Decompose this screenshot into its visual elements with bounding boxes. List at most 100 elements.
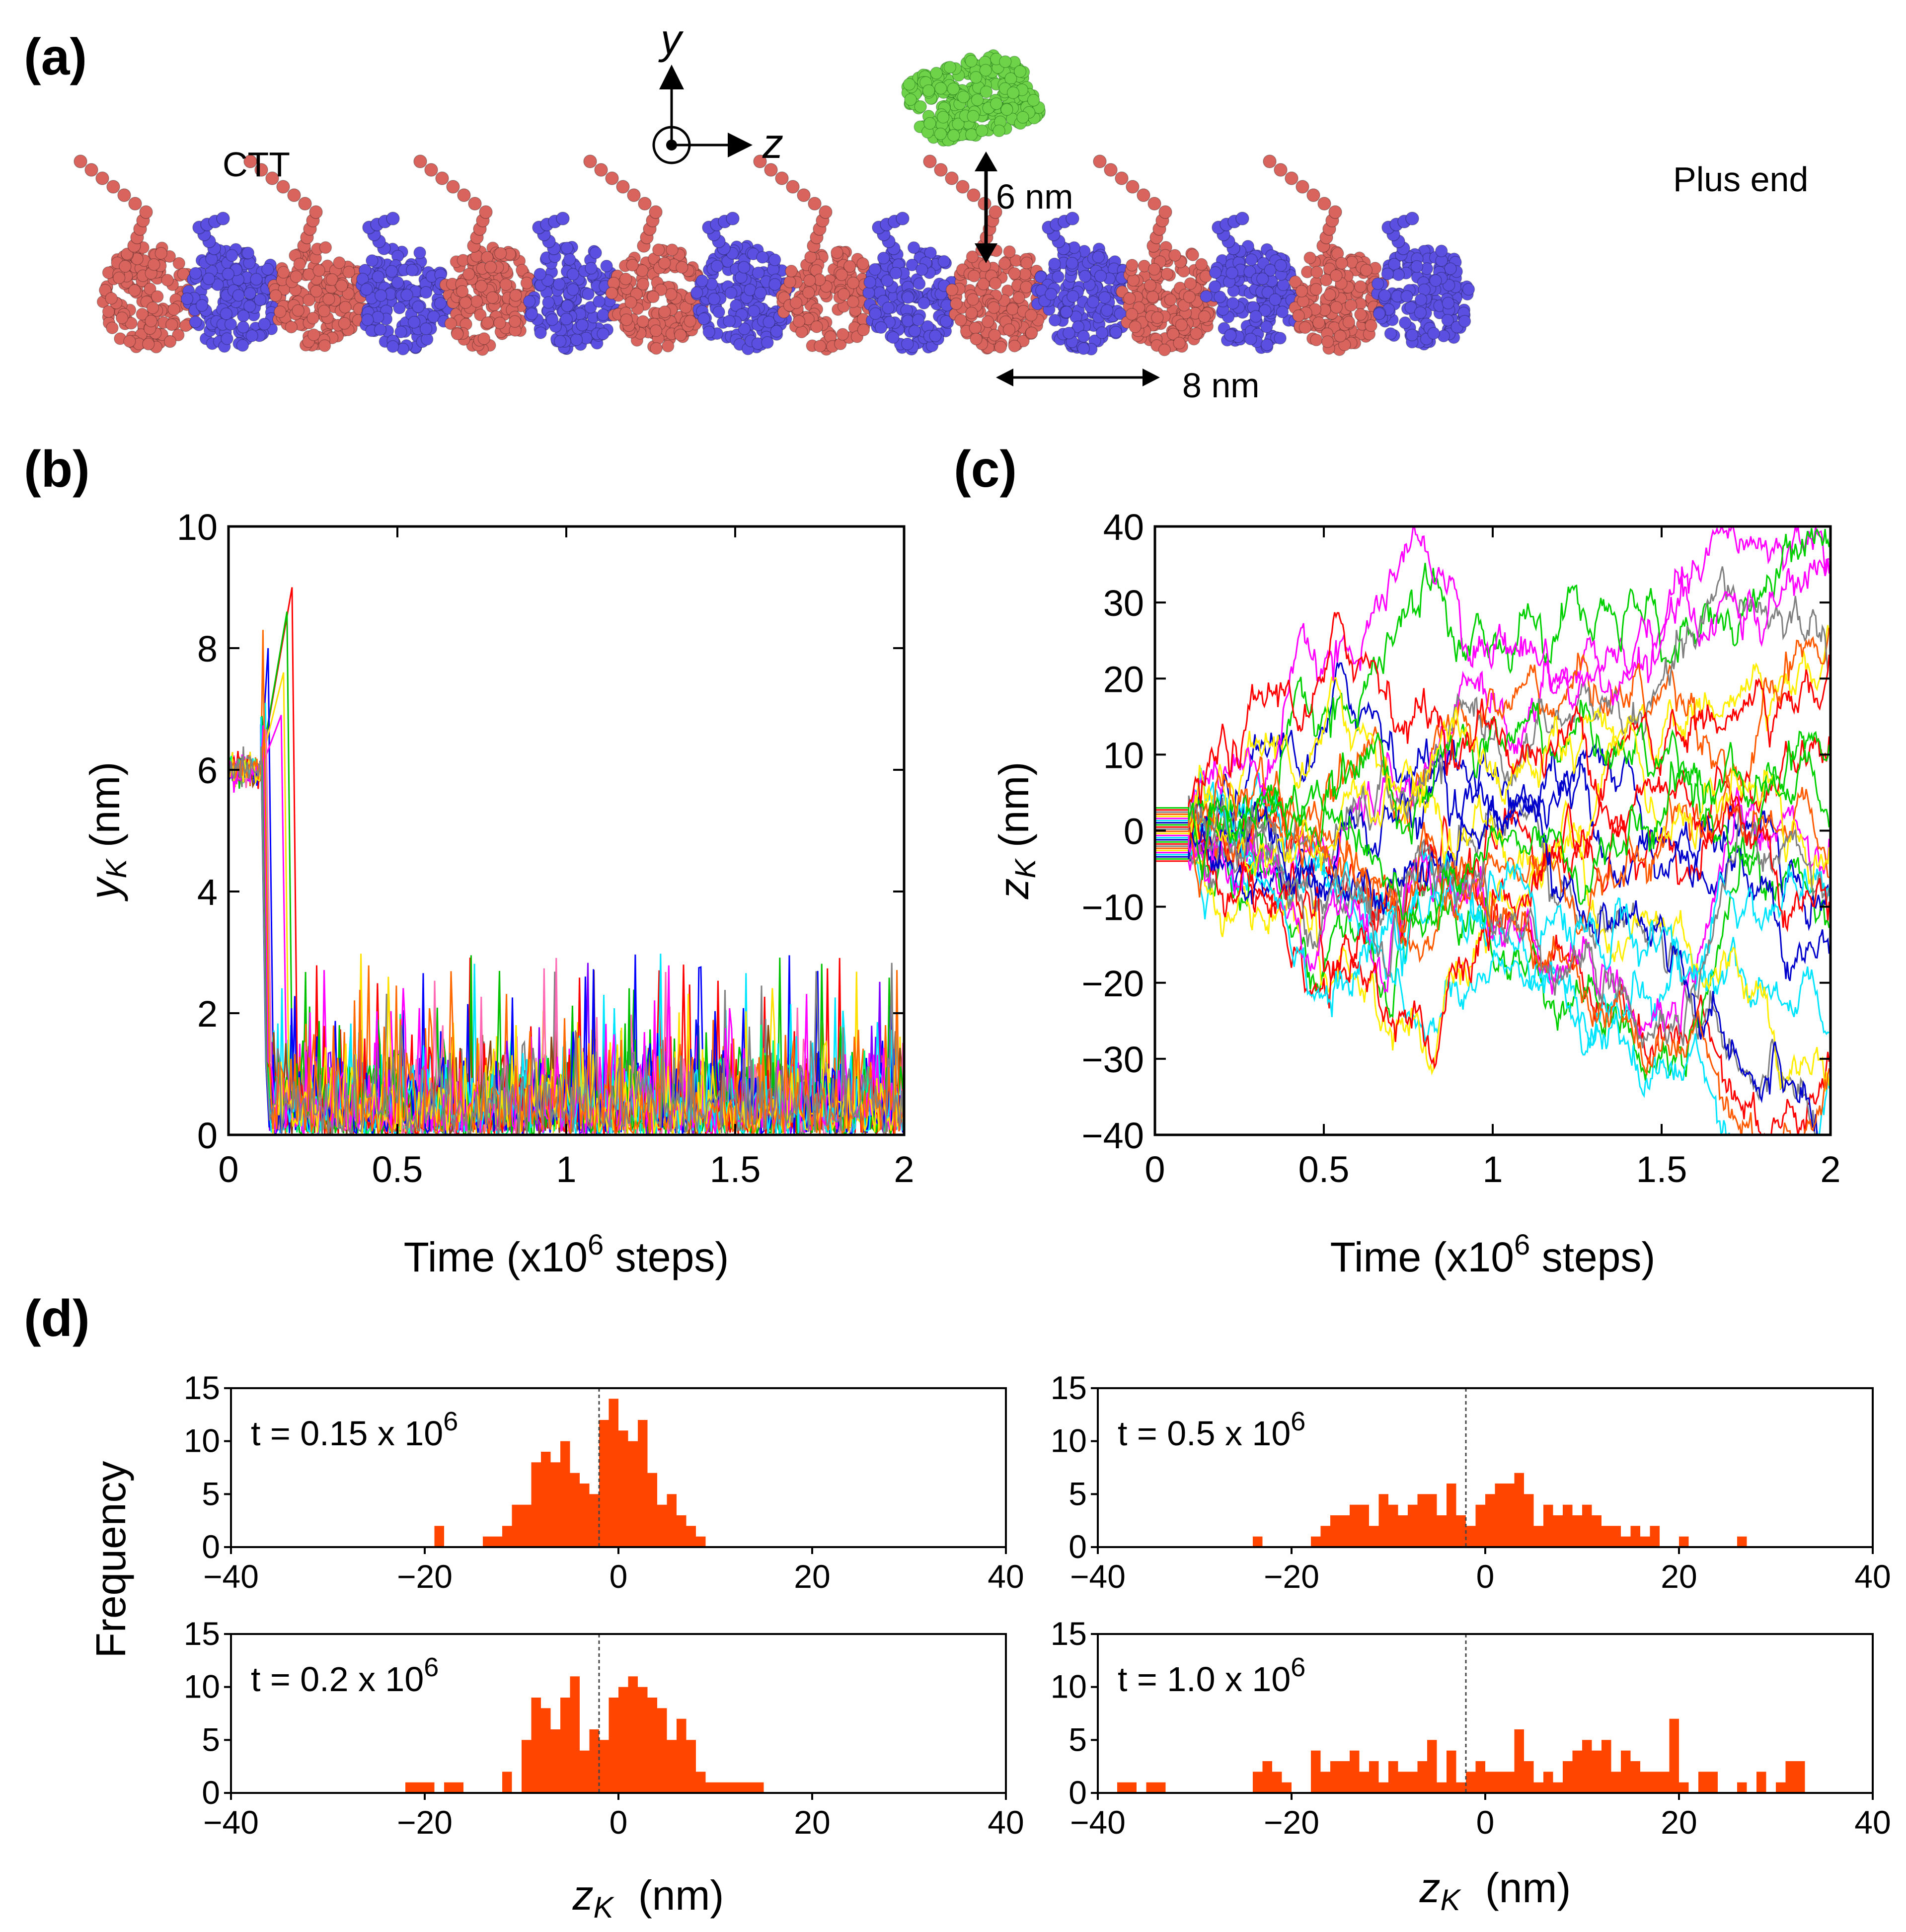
histogram-bar (502, 1772, 512, 1793)
histogram-bar (1737, 1782, 1747, 1793)
histogram-bar (1495, 1772, 1505, 1793)
tubulin-monomer (439, 241, 538, 356)
x-tick-label: −40 (203, 1804, 259, 1841)
histogram-bar (725, 1782, 735, 1793)
zk-trajectory (1155, 707, 1830, 891)
histogram-bar (1447, 1484, 1456, 1547)
time-annotation: t = 0.2 x 106 (251, 1652, 439, 1699)
x-tick-label: 40 (988, 1804, 1024, 1841)
histogram-bar (1475, 1504, 1485, 1547)
y-tick-label: 15 (184, 1369, 220, 1406)
histogram-bar (541, 1452, 551, 1547)
ctt-tail (413, 154, 493, 253)
y-tick-label: −20 (1081, 963, 1144, 1004)
x-tick-label: −20 (1264, 1804, 1319, 1841)
histogram-bar (599, 1740, 609, 1793)
histogram-bar (1311, 1536, 1321, 1547)
histogram-bar (715, 1782, 725, 1793)
histogram-bar (1320, 1526, 1330, 1547)
histogram-bar (1679, 1536, 1689, 1547)
histogram-bar (1514, 1729, 1524, 1793)
ctt-label: CTT (223, 145, 290, 184)
x-tick-label: −20 (1264, 1558, 1319, 1595)
ctt-tail (1381, 212, 1419, 255)
histogram-bar (1563, 1761, 1573, 1793)
histogram-bar (754, 1782, 764, 1793)
histogram-t02: −40 −20 0 20 40 0 5 10 15 t = 0.2 x 106 (184, 1615, 1024, 1841)
histogram-bar (1466, 1772, 1476, 1793)
panel-label-c: (c) (954, 441, 1017, 498)
histogram-bar (1543, 1504, 1553, 1547)
zk-trajectory (1155, 612, 1830, 933)
plot-b-xlabel: Time (x106 steps) (404, 1229, 729, 1280)
histogram-bar (1146, 1782, 1156, 1793)
zk-trajectory (1155, 627, 1830, 867)
plot-b-ticks: 0 0.5 1 1.5 2 0 2 4 6 8 10 (177, 507, 915, 1190)
zk-trajectory (1155, 771, 1830, 1135)
histogram-bar (415, 1782, 425, 1793)
y-tick-label: 10 (1103, 735, 1144, 776)
ctt-tail (1042, 212, 1079, 255)
x-tick-label: −40 (203, 1558, 259, 1595)
histogram-bar (1272, 1772, 1282, 1793)
zk-trajectory (1155, 742, 1830, 939)
histogram-bar (1427, 1494, 1437, 1547)
histogram-bar (1320, 1772, 1330, 1793)
histogram-bar (1553, 1515, 1563, 1547)
histogram-bar (628, 1441, 638, 1547)
histogram-bar (425, 1782, 435, 1793)
time-annotation: t = 0.5 x 106 (1118, 1407, 1305, 1453)
histogram-bar (1698, 1772, 1708, 1793)
y-tick-label: 15 (1051, 1615, 1087, 1652)
histogram-bar (618, 1430, 628, 1547)
tubulin-monomer (355, 242, 456, 356)
histogram-bar (1311, 1750, 1321, 1793)
histogram-bar (1640, 1772, 1650, 1793)
histogram-bar (1572, 1515, 1582, 1547)
histogram-bar (1505, 1484, 1515, 1547)
histogram-bar (1592, 1515, 1601, 1547)
histogram-bar (580, 1484, 590, 1547)
tubulin-monomer (775, 245, 879, 356)
y-tick-label: 2 (197, 993, 218, 1035)
histogram-bar (1350, 1504, 1360, 1547)
histogram-bar (1650, 1526, 1660, 1547)
y-tick-label: 10 (1051, 1668, 1087, 1705)
histogram-bar (1660, 1772, 1670, 1793)
histogram-bar (1514, 1473, 1524, 1547)
tubulin-monomer (523, 240, 625, 355)
x-tick-label: −20 (397, 1558, 453, 1595)
x-tick-label: −20 (397, 1804, 453, 1841)
y-tick-label: 5 (202, 1721, 220, 1758)
histogram-bar (638, 1687, 648, 1793)
y-tick-label: 5 (1068, 1721, 1087, 1758)
histogram-bar (1253, 1772, 1263, 1793)
y-tick-label: 5 (202, 1475, 220, 1512)
histogram-bar (405, 1782, 415, 1793)
plot-b-ylabel: yK (nm) (81, 762, 133, 902)
ctt-tail (532, 212, 570, 255)
height-label: 6 nm (996, 177, 1073, 216)
tubulin-monomer (1289, 243, 1390, 356)
y-tick-label: −10 (1081, 887, 1144, 928)
histogram-bar (1611, 1526, 1621, 1547)
y-tick-label: 6 (197, 750, 218, 791)
zk-trajectory (1155, 787, 1830, 1039)
histogram-bar (1485, 1494, 1495, 1547)
histogram-bar (1427, 1740, 1437, 1793)
x-tick-label: 1.5 (710, 1149, 761, 1190)
histogram-t05: −40 −20 0 20 40 0 5 10 15 t = 0.5 x 106 (1051, 1369, 1891, 1595)
histogram-bar (1630, 1761, 1640, 1793)
histogram-bar (1262, 1761, 1272, 1793)
zk-trajectory (1155, 795, 1830, 1048)
histogram-bar (599, 1420, 609, 1547)
histogram-bar (1795, 1761, 1805, 1793)
histogram-bar (1398, 1772, 1408, 1793)
histogram-bar (1640, 1536, 1650, 1547)
histogram-bar (1359, 1772, 1369, 1793)
histogram-bar (1447, 1750, 1456, 1793)
y-tick-label: 0 (202, 1774, 220, 1811)
histogram-bar (1601, 1526, 1611, 1547)
histogram-bar (531, 1462, 541, 1547)
